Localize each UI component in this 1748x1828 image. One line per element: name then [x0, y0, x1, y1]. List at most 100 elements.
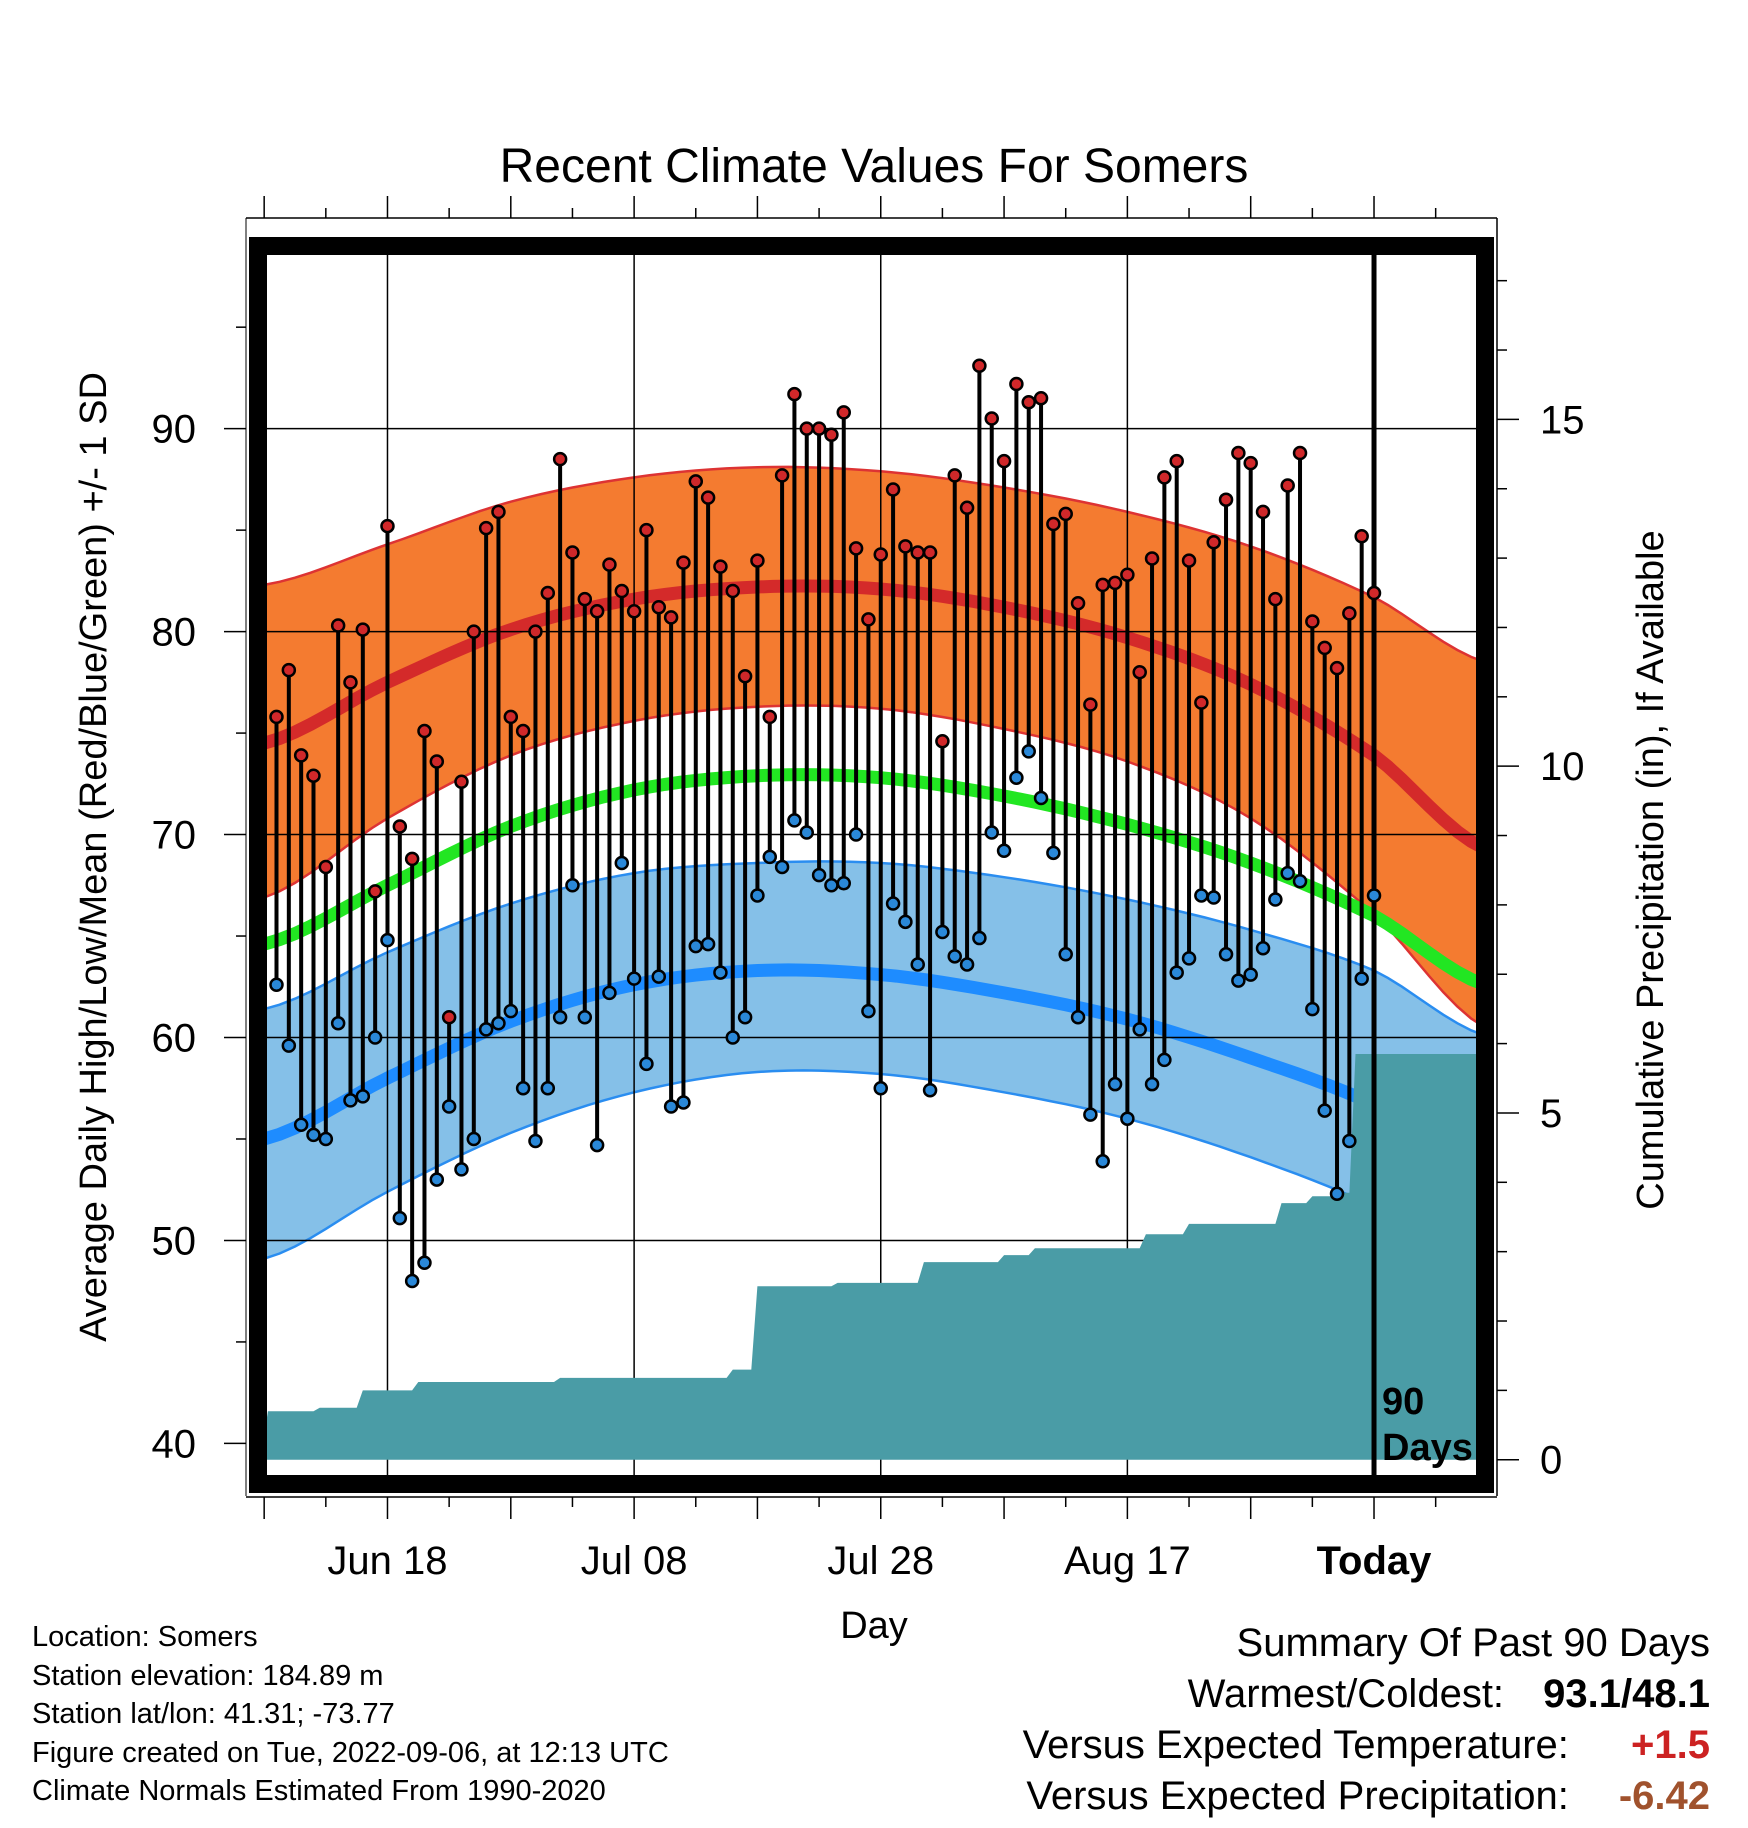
high-point	[1317, 640, 1332, 656]
high-point	[725, 583, 741, 599]
high-point	[1070, 595, 1086, 611]
low-point	[774, 859, 790, 875]
high-point	[774, 468, 790, 483]
high-point	[491, 504, 506, 520]
high-point	[269, 709, 284, 725]
high-point	[922, 545, 938, 560]
created-text: Figure created on Tue, 2022-09-06, at 12…	[32, 1736, 669, 1769]
low-point	[750, 888, 765, 903]
high-point	[811, 421, 827, 436]
y-axis-label: Average Daily High/Low/Mean (Red/Blue/Gr…	[73, 372, 115, 1342]
high-point	[318, 859, 334, 875]
y-tick-label: 40	[152, 1422, 197, 1466]
warmest-coldest-row: Warmest/Coldest: 93.1/48.1	[1023, 1669, 1710, 1720]
low-point	[959, 957, 975, 972]
low-point	[626, 971, 642, 986]
days-label: 90 Days	[1382, 1381, 1473, 1469]
high-point	[441, 1009, 457, 1025]
high-point	[885, 482, 901, 497]
low-point	[1157, 1052, 1172, 1068]
high-point	[762, 709, 778, 725]
y-tick-label: 80	[152, 611, 197, 655]
plot-border	[249, 237, 1494, 1493]
x-tick-label: Jul 28	[827, 1539, 934, 1583]
temp-departure-label: Versus Expected Temperature:	[1022, 1723, 1569, 1767]
temp-departure-value: +1.5	[1631, 1723, 1710, 1767]
y2-tick-label: 15	[1540, 398, 1585, 442]
x-tick-label: Jul 08	[581, 1539, 688, 1583]
high-point	[972, 358, 987, 373]
low-point	[429, 1172, 445, 1187]
x-tick-label: Aug 17	[1064, 1539, 1191, 1583]
low-point	[713, 965, 728, 980]
high-point	[454, 774, 469, 790]
temp-departure-row: Versus Expected Temperature: +1.5	[1023, 1720, 1710, 1771]
high-point	[293, 748, 309, 763]
high-point	[1280, 478, 1295, 493]
low-point	[1194, 888, 1209, 903]
high-point	[639, 522, 654, 538]
low-point	[1058, 947, 1073, 962]
low-point	[811, 867, 827, 883]
low-point	[737, 1009, 753, 1025]
precip-departure-row: Versus Expected Precipitation: -6.42	[1023, 1771, 1710, 1822]
low-point	[380, 932, 395, 948]
high-point	[935, 733, 950, 749]
low-point	[503, 1003, 519, 1019]
low-point	[1366, 888, 1382, 903]
low-point	[799, 825, 815, 840]
low-point	[293, 1117, 309, 1133]
axes: 40 50 60 70 80 90 0 5 10 15 Jun 18 Jul 08 Jul 28 Aug …	[152, 196, 1585, 1583]
high-point	[589, 604, 605, 619]
high-point	[466, 624, 482, 639]
low-point	[947, 949, 962, 964]
high-point	[1255, 504, 1271, 520]
high-point	[959, 500, 975, 516]
y2-tick-label: 5	[1540, 1092, 1562, 1136]
precip-departure-label: Versus Expected Precipitation:	[1026, 1774, 1569, 1818]
low-point	[1255, 940, 1271, 956]
high-point	[515, 723, 531, 739]
high-point	[1366, 585, 1382, 601]
y-tick-label: 50	[152, 1219, 197, 1263]
high-point	[565, 545, 580, 560]
high-point	[676, 555, 691, 570]
y-tick-label: 60	[152, 1017, 197, 1061]
high-point	[1144, 551, 1160, 566]
normals-text: Climate Normals Estimated From 1990-2020	[32, 1775, 606, 1807]
high-point	[1181, 553, 1197, 568]
low-point	[1206, 890, 1221, 905]
low-point	[281, 1038, 297, 1053]
high-point	[1120, 567, 1135, 583]
days-label-word: Days	[1382, 1427, 1473, 1469]
high-point	[380, 518, 395, 534]
low-point	[639, 1056, 654, 1072]
low-point	[466, 1131, 482, 1147]
low-point	[552, 1009, 568, 1025]
chart-title: Recent Climate Values For Somers	[500, 140, 1249, 193]
low-point	[318, 1131, 334, 1147]
high-point	[799, 421, 815, 436]
y2-axis-label: Cumulative Precipitation (in), If Availa…	[1630, 530, 1672, 1209]
high-point	[1342, 606, 1357, 621]
low-point	[417, 1255, 432, 1271]
high-point	[1218, 492, 1234, 507]
high-point	[281, 662, 297, 678]
low-point	[824, 878, 839, 893]
high-point	[343, 675, 358, 690]
low-point	[330, 1016, 346, 1031]
low-point	[491, 1016, 506, 1031]
location-text: Location: Somers	[32, 1621, 258, 1653]
high-point	[663, 610, 679, 625]
high-point	[528, 624, 543, 639]
latlon-text: Station lat/lon: 41.31; -73.77	[32, 1698, 395, 1730]
high-point	[910, 545, 925, 560]
high-point	[1083, 697, 1098, 712]
low-point	[404, 1273, 420, 1289]
low-point	[1120, 1111, 1135, 1126]
high-point	[1354, 528, 1369, 544]
high-point	[1132, 664, 1147, 680]
low-point	[1342, 1133, 1357, 1149]
low-point	[885, 896, 901, 911]
high-point	[1095, 577, 1110, 593]
